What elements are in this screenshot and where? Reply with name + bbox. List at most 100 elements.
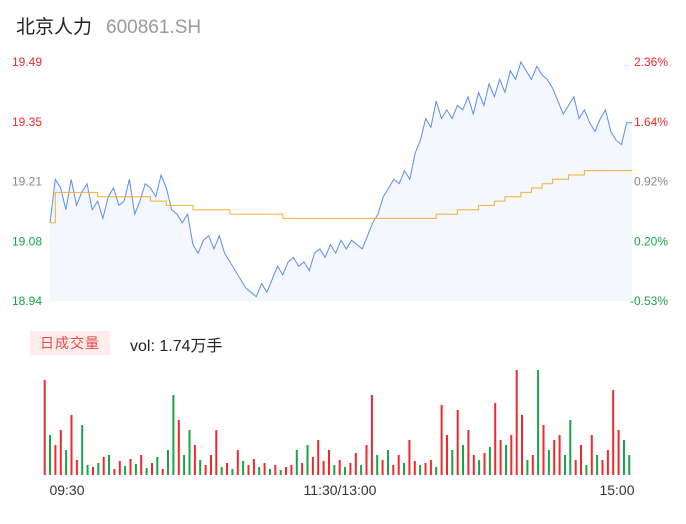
pct-tick-label: 2.36% bbox=[634, 55, 668, 69]
volume-bar bbox=[167, 450, 169, 475]
volume-bar bbox=[231, 469, 234, 475]
volume-bar bbox=[306, 445, 309, 475]
volume-bar bbox=[236, 450, 239, 475]
volume-bar bbox=[440, 405, 443, 475]
price-tick-label: 19.49 bbox=[12, 55, 42, 69]
volume-bar bbox=[113, 469, 116, 475]
volume-bar bbox=[467, 430, 470, 475]
volume-bar bbox=[49, 435, 51, 475]
volume-bar bbox=[183, 455, 186, 475]
volume-bar bbox=[247, 465, 250, 475]
volume-bar bbox=[301, 463, 304, 475]
volume-bar bbox=[574, 460, 577, 475]
volume-bar bbox=[295, 450, 298, 475]
volume-bar bbox=[199, 460, 202, 475]
pct-tick-label: 0.92% bbox=[634, 175, 668, 189]
volume-bar bbox=[612, 390, 615, 475]
volume-bar bbox=[521, 415, 523, 475]
volume-bar bbox=[118, 461, 121, 475]
stock-header: 北京人力 600861.SH bbox=[16, 12, 201, 40]
volume-bar bbox=[547, 450, 550, 475]
volume-bar bbox=[92, 467, 94, 475]
volume-bar bbox=[360, 465, 363, 475]
volume-bar bbox=[210, 455, 212, 475]
volume-bar bbox=[558, 435, 561, 475]
volume-bar bbox=[596, 455, 599, 475]
volume-bar bbox=[344, 467, 346, 475]
volume-bar bbox=[531, 455, 534, 475]
volume-bar bbox=[193, 445, 196, 475]
volume-bar bbox=[451, 450, 454, 475]
time-tick-label: 15:00 bbox=[599, 482, 634, 498]
volume-bar bbox=[102, 457, 105, 475]
volume-readout: vol: 1.74万手 bbox=[130, 338, 223, 355]
price-tick-label: 19.21 bbox=[12, 175, 42, 189]
volume-bar bbox=[370, 395, 373, 475]
volume-bar bbox=[124, 466, 127, 475]
pct-tick-label: 0.20% bbox=[634, 234, 668, 248]
volume-bar bbox=[177, 420, 180, 475]
volume-bar bbox=[462, 445, 464, 475]
volume-bar bbox=[510, 435, 513, 475]
volume-bar bbox=[161, 469, 164, 475]
volume-bar bbox=[365, 445, 368, 475]
volume-bar bbox=[81, 425, 84, 475]
volume-bar bbox=[226, 463, 228, 475]
volume-bar bbox=[333, 465, 336, 475]
volume-bar bbox=[601, 460, 604, 475]
volume-bar bbox=[43, 380, 46, 475]
volume-bar bbox=[526, 460, 529, 475]
volume-bar bbox=[435, 467, 438, 475]
volume-bar bbox=[204, 465, 207, 475]
volume-bar bbox=[542, 425, 545, 475]
volume-bar bbox=[429, 460, 432, 475]
volume-bar bbox=[108, 455, 110, 475]
volume-bar bbox=[290, 465, 293, 475]
pct-tick-label: -0.53% bbox=[630, 294, 668, 308]
volume-bar bbox=[569, 420, 572, 475]
price-line bbox=[49, 60, 632, 298]
stock-name: 北京人力 bbox=[16, 17, 93, 38]
volume-bar bbox=[338, 460, 341, 475]
volume-bar bbox=[392, 465, 395, 475]
volume-bar bbox=[263, 463, 266, 475]
price-tick-label: 18.94 bbox=[12, 294, 42, 308]
volume-bar bbox=[419, 465, 422, 475]
volume-bar bbox=[156, 457, 159, 475]
volume-bar bbox=[188, 430, 191, 475]
volume-bar bbox=[54, 445, 57, 475]
volume-bar bbox=[381, 460, 384, 475]
volume-bar bbox=[403, 463, 405, 475]
volume-bar bbox=[606, 450, 609, 475]
volume-bar bbox=[387, 450, 389, 475]
volume-bar bbox=[472, 455, 475, 475]
volume-bar bbox=[328, 450, 330, 475]
volume-bar bbox=[623, 440, 625, 475]
volume-bar bbox=[59, 430, 62, 475]
volume-bar bbox=[499, 440, 502, 475]
volume-bar bbox=[86, 465, 89, 475]
volume-bar bbox=[376, 455, 379, 475]
stock-code: 600861.SH bbox=[106, 17, 202, 38]
volume-bar bbox=[617, 430, 620, 475]
volume-bar bbox=[317, 440, 320, 475]
volume-bar bbox=[242, 461, 245, 475]
volume-bar bbox=[65, 450, 68, 475]
volume-bar bbox=[75, 460, 78, 475]
volume-bar bbox=[446, 435, 448, 475]
time-tick-label: 09:30 bbox=[49, 482, 84, 498]
volume-bar bbox=[279, 470, 282, 475]
volume-bar bbox=[580, 445, 582, 475]
volume-bar bbox=[553, 440, 556, 475]
volume-bar bbox=[590, 435, 593, 475]
price-area-fill bbox=[50, 62, 632, 301]
price-tick-label: 19.35 bbox=[12, 115, 42, 129]
tab-daily-volume[interactable]: 日成交量 bbox=[30, 331, 110, 355]
volume-bar bbox=[70, 415, 73, 475]
volume-bar bbox=[354, 453, 357, 475]
volume-bar bbox=[151, 463, 153, 475]
volume-bar bbox=[478, 460, 481, 475]
volume-bar bbox=[172, 395, 175, 475]
volume-bar bbox=[515, 370, 518, 475]
